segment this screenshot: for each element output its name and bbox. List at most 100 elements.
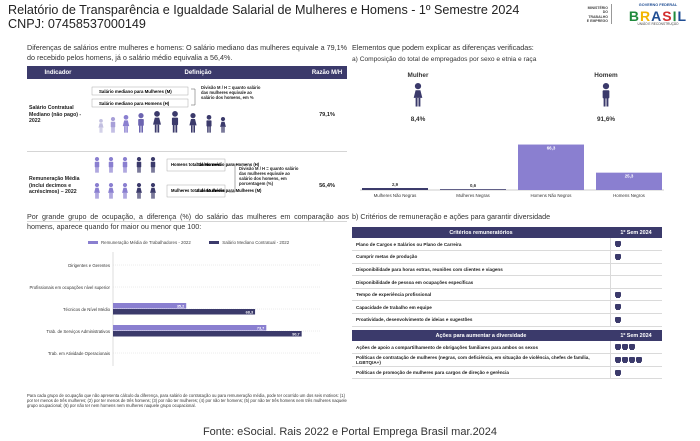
checked-icon	[628, 357, 635, 364]
composition-subtitle: a) Composição do total de empregados por…	[352, 56, 537, 63]
ratio-value: 79,1%	[307, 79, 347, 152]
checked-icon	[614, 241, 621, 248]
cnpj: CNPJ: 07458537000149	[8, 17, 146, 31]
logo-divider	[611, 4, 612, 24]
brasil-logo-letter: A	[651, 8, 663, 24]
header-ratio: Razão M/H	[307, 66, 347, 79]
def-avg-men: Salário médio para Homens (H)	[197, 162, 260, 167]
criteria-row: Capacidade de trabalho em equipe	[352, 300, 662, 315]
checked-icon	[635, 357, 642, 364]
checked-icon	[614, 253, 621, 260]
bar-value-label: 90,7	[292, 332, 299, 336]
women-label: Mulher	[408, 72, 429, 79]
category-label: Mulheres Negras	[456, 193, 490, 198]
checked-icon	[621, 344, 628, 351]
criteria-status-cell	[609, 263, 662, 277]
average-definition-illustration: Homens total de Homens Salário médio par…	[94, 156, 299, 199]
def-average-division: Divisão M / H = quanto salário das mulhe…	[239, 165, 299, 186]
composition-bar	[596, 172, 662, 190]
criteria-status-cell	[609, 238, 662, 252]
legend-swatch-average	[88, 241, 98, 245]
brasil-logo-letter: B	[628, 8, 641, 24]
header-semester: 1º Sem 2024	[610, 227, 662, 238]
people-figures-row	[98, 111, 226, 133]
category-label: Homens Não Negros	[531, 193, 573, 198]
legend-swatch-median	[209, 241, 220, 245]
criteria-label: Políticas de promoção de mulheres para c…	[352, 366, 610, 380]
header-semester: 1º Sem 2024	[610, 330, 662, 342]
criteria-row: Proatividade, desenvolvimento de ideias …	[352, 313, 662, 327]
methodology-footnote: Para cada grupo de ocupação que não apre…	[27, 393, 347, 409]
woman-icon	[413, 83, 423, 107]
bar-value-label: 0,6	[470, 183, 477, 188]
category-label: Mulheres Não Negras	[374, 193, 418, 198]
criteria-table: Critérios remuneratórios 1º Sem 2024 Pla…	[352, 227, 662, 380]
legend-label-average: Remuneração Média de Trabalhadores - 202…	[101, 240, 191, 245]
checked-icon	[614, 291, 621, 298]
checked-icon	[614, 369, 621, 376]
criteria-status-cell	[609, 300, 662, 315]
checked-icon	[614, 357, 621, 364]
median-definition-illustration: Salário mediano para Mulheres (M) Salári…	[91, 85, 261, 133]
brasil-logo-letter: S	[662, 8, 673, 24]
brasil-logo-letter: I	[672, 8, 678, 24]
bar-median	[113, 331, 302, 337]
indicator-table: Indicador Definição Razão M/H Salário Co…	[27, 66, 347, 222]
definition-cell: Salário mediano para Mulheres (M) Salári…	[89, 79, 307, 152]
def-median-women: Salário mediano para Mulheres (M)	[99, 89, 172, 94]
criteria-title: b) Critérios de remuneração e ações para…	[352, 212, 551, 221]
criteria-status-cell	[609, 275, 662, 289]
def-avg-women: Salário médio para Mulheres (M)	[197, 188, 262, 193]
criteria-row: Cumprir metas de produção	[352, 250, 662, 264]
women-percentage: 8,4%	[411, 116, 426, 123]
criteria-label: Plano de Cargos e Salários ou Plano de C…	[352, 238, 610, 252]
checked-icon	[628, 344, 635, 351]
checked-icon	[614, 344, 621, 351]
header-diversity: Ações para aumentar a diversidade	[352, 330, 610, 342]
header-indicator: Indicador	[27, 66, 89, 79]
category-label: Homens Negros	[613, 193, 646, 198]
men-percentage: 91,6%	[597, 116, 615, 123]
bar-median	[113, 309, 256, 315]
def-median-division: Divisão M / H = quanto salário das mulhe…	[201, 85, 261, 101]
def-total-men: Homens total de Homens	[171, 162, 222, 167]
occupation-group-intro: Por grande grupo de ocupação, a diferenç…	[27, 212, 349, 231]
category-label: Trab. em Atividade Operacionais	[48, 351, 110, 356]
bar-value-label: 35,2	[177, 304, 184, 308]
ministry-logo-text: MINISTÉRIO DO TRABALHO E EMPREGO	[586, 6, 608, 23]
def-median-men: Salário mediano para Homens (H)	[99, 101, 170, 106]
criteria-row: Plano de Cargos e Salários ou Plano de C…	[352, 238, 662, 252]
people-figures-group	[94, 156, 156, 199]
gender-summary: Mulher 8,4% Homem 91,6%	[408, 72, 619, 123]
criteria-row: Disponibilidade para horas extras, reuni…	[352, 263, 662, 277]
occupation-bar-chart: Dirigentes e Gerentes Profissionais em oc…	[30, 252, 321, 366]
data-source: Fonte: eSocial. Rais 2022 e Portal Empre…	[202, 426, 498, 438]
brasil-logo-letter: L	[677, 8, 688, 24]
criteria-status-cell	[609, 341, 662, 355]
explanations-title: Elementos que podem explicar as diferenç…	[352, 43, 534, 52]
bar-value-label: 25,3	[625, 174, 634, 179]
occupation-chart-legend: Remuneração Média de Trabalhadores - 202…	[88, 240, 289, 245]
bar-value-label: 73,7	[257, 326, 264, 330]
header-definition: Definição	[89, 66, 307, 79]
criteria-status-cell	[609, 366, 662, 380]
def-total-women: Mulheres total de Mulheres	[171, 188, 226, 193]
table-row: Salário Contratual Mediano (não pago) - …	[27, 79, 347, 152]
brasil-logo: BRASIL	[620, 8, 696, 24]
salary-difference-intro: Diferenças de salários entre mulheres e …	[27, 43, 347, 62]
checked-icon	[621, 357, 628, 364]
criteria-label: Capacidade de trabalho em equipe	[352, 300, 610, 315]
table-row: Remuneração Média (inclui decimos e acré…	[27, 151, 347, 222]
criteria-status-cell	[609, 353, 662, 367]
criteria-label: Disponibilidade de pessoa em ocupações e…	[352, 275, 610, 289]
criteria-row: Tempo de experiência profissional	[352, 288, 662, 302]
gov-sub-label: UNIÃO E RECONSTRUÇÃO	[637, 22, 679, 26]
criteria-row: Políticas de promoção de mulheres para c…	[352, 366, 662, 380]
category-label: Técnicos de Nível Médio	[63, 307, 111, 312]
category-label: Dirigentes e Gerentes	[68, 263, 110, 268]
header-criteria: Critérios remuneratórios	[352, 227, 610, 238]
category-label: Trab. de Serviços Administrativos	[46, 329, 110, 334]
bar-value-label: 2,9	[392, 182, 399, 187]
composition-bar	[518, 144, 584, 190]
criteria-label: Políticas de contratação de mulheres (ne…	[352, 353, 610, 367]
